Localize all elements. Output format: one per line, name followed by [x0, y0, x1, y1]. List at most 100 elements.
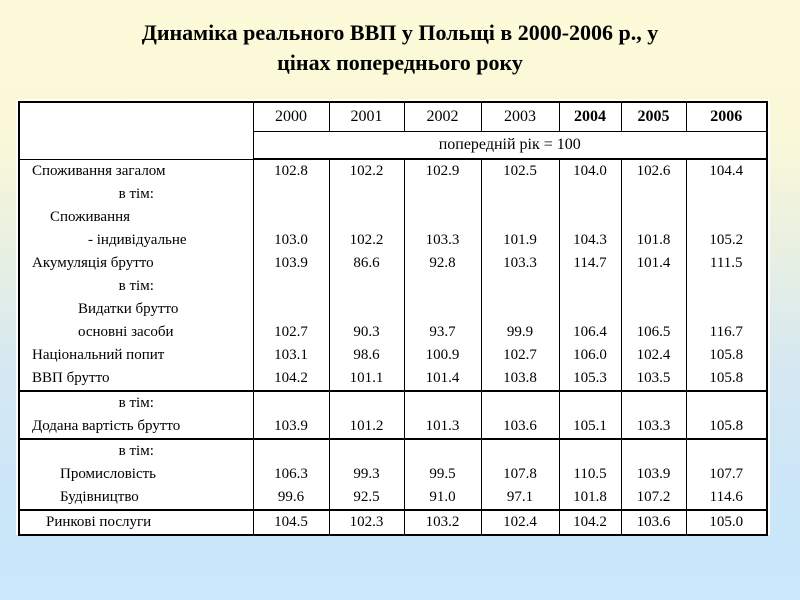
cell-value [620, 183, 687, 206]
cell-value: 99.3 [328, 463, 405, 486]
row-label: Національний попит [18, 344, 254, 367]
cell-value: 107.8 [480, 463, 560, 486]
table-row: Акумуляція брутто 103.9 86.6 92.8 103.3 114.7… [18, 252, 768, 275]
cell-value [252, 275, 330, 298]
table-row: Видатки брутто [18, 298, 768, 321]
cell-value [685, 183, 768, 206]
cell-value: 107.7 [685, 463, 768, 486]
row-label: Будівництво [18, 486, 254, 510]
cell-value [252, 206, 330, 229]
cell-value [480, 438, 560, 463]
cell-value: 111.5 [685, 252, 768, 275]
cell-value [403, 275, 482, 298]
cell-value: 92.8 [403, 252, 482, 275]
cell-value: 97.1 [480, 486, 560, 510]
cell-value: 100.9 [403, 344, 482, 367]
cell-value [480, 390, 560, 415]
cell-value [252, 438, 330, 463]
cell-value: 101.2 [328, 415, 405, 439]
cell-value [685, 298, 768, 321]
table-row: Ринкові послуги 104.5 102.3 103.2 102.4 104.2… [18, 509, 768, 535]
table-panel: 2000 2001 2002 2003 2004 2005 2006 попер… [16, 99, 770, 536]
cell-value: 102.7 [252, 321, 330, 344]
cell-value: 103.8 [480, 367, 560, 391]
row-label: Ринкові послуги [18, 509, 254, 535]
cell-value: 91.0 [403, 486, 482, 510]
cell-value: 90.3 [328, 321, 405, 344]
cell-value: 102.5 [480, 159, 560, 183]
cell-value [620, 438, 687, 463]
cell-value [685, 275, 768, 298]
cell-value [328, 206, 405, 229]
table-row: Споживання загалом 102.8 102.2 102.9 102.5 10… [18, 159, 768, 183]
cell-value: 102.7 [480, 344, 560, 367]
cell-value: 105.8 [685, 367, 768, 391]
cell-value [480, 298, 560, 321]
table-row: Додана вартість брутто 103.9 101.2 101.3 103… [18, 415, 768, 439]
cell-value: 101.9 [480, 229, 560, 252]
cell-value: 101.3 [403, 415, 482, 439]
cell-value [620, 390, 687, 415]
cell-value: 116.7 [685, 321, 768, 344]
gdp-table: 2000 2001 2002 2003 2004 2005 2006 попер… [18, 101, 768, 536]
cell-value [328, 298, 405, 321]
row-label: ВВП брутто [18, 367, 254, 391]
cell-value: 103.3 [620, 415, 687, 439]
cell-value [328, 390, 405, 415]
cell-value: 105.0 [685, 509, 768, 535]
table-body: Споживання загалом 102.8 102.2 102.9 102.5 10… [18, 159, 768, 535]
cell-value: 86.6 [328, 252, 405, 275]
table-row: основні засоби 102.7 90.3 93.7 99.9 106.4 106.… [18, 321, 768, 344]
cell-value: 104.4 [685, 159, 768, 183]
year-header-2004: 2004 [558, 101, 622, 132]
cell-value: 104.3 [558, 229, 622, 252]
cell-value [685, 390, 768, 415]
row-label: Споживання [18, 206, 254, 229]
cell-value: 103.3 [480, 252, 560, 275]
table-row: Споживання [18, 206, 768, 229]
cell-value [685, 206, 768, 229]
cell-value: 102.9 [403, 159, 482, 183]
year-header-2003: 2003 [480, 101, 560, 132]
cell-value: 102.6 [620, 159, 687, 183]
cell-value: 102.4 [480, 509, 560, 535]
cell-value: 103.6 [480, 415, 560, 439]
cell-value: 101.4 [403, 367, 482, 391]
slide-title: Динаміка реального ВВП у Польщі в 2000-2… [0, 0, 800, 78]
cell-value: 99.9 [480, 321, 560, 344]
cell-value [252, 390, 330, 415]
cell-value [620, 206, 687, 229]
cell-value: 93.7 [403, 321, 482, 344]
row-label: Акумуляція брутто [18, 252, 254, 275]
cell-value [558, 298, 622, 321]
cell-value: 98.6 [328, 344, 405, 367]
cell-value [480, 275, 560, 298]
year-header-2000: 2000 [252, 101, 330, 132]
cell-value: 102.2 [328, 229, 405, 252]
table-row: в тім: [18, 183, 768, 206]
cell-value: 103.9 [252, 415, 330, 439]
cell-value: 105.1 [558, 415, 622, 439]
table-row: в тім: [18, 438, 768, 463]
cell-value: 106.4 [558, 321, 622, 344]
cell-value [403, 298, 482, 321]
cell-value [558, 390, 622, 415]
year-header-2002: 2002 [403, 101, 482, 132]
title-line-1: Динаміка реального ВВП у Польщі в 2000-2… [141, 20, 659, 45]
table-row: Національний попит 103.1 98.6 100.9 102.7 106… [18, 344, 768, 367]
cell-value: 103.2 [403, 509, 482, 535]
row-label: в тім: [18, 390, 254, 415]
cell-value: 103.5 [620, 367, 687, 391]
table-row: Будівництво 99.6 92.5 91.0 97.1 101.8 107.2 114… [18, 486, 768, 510]
cell-value: 102.8 [252, 159, 330, 183]
table-row: Промисловість 106.3 99.3 99.5 107.8 110.5 103.… [18, 463, 768, 486]
cell-value [480, 183, 560, 206]
cell-value: 106.0 [558, 344, 622, 367]
cell-value [403, 438, 482, 463]
row-label: в тім: [18, 438, 254, 463]
cell-value: 103.9 [252, 252, 330, 275]
row-label: в тім: [18, 275, 254, 298]
label-column-header [18, 101, 254, 160]
table-row: - індивідуальне 103.0 102.2 103.3 101.9 104.3… [18, 229, 768, 252]
